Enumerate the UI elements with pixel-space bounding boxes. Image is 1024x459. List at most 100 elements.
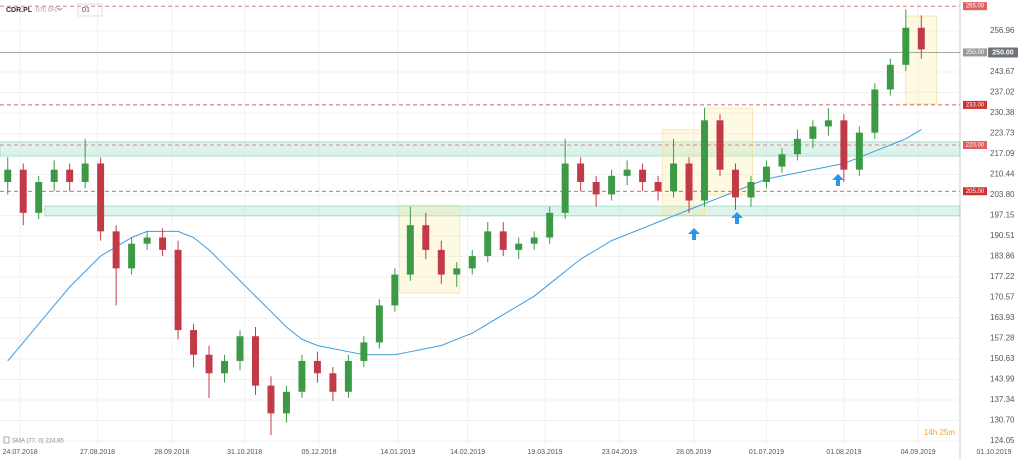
x-tick-label: 23.04.2019	[602, 449, 637, 456]
candle-body	[902, 27, 910, 65]
support-zone	[44, 205, 961, 217]
candle-body	[313, 360, 321, 374]
countdown: 14h 25m	[924, 428, 955, 437]
x-tick-label: 19.03.2019	[528, 449, 563, 456]
y-tick-label: 124.05	[990, 436, 1015, 445]
y-tick-label: 157.28	[990, 334, 1015, 343]
y-tick-label: 150.63	[990, 354, 1015, 363]
candle-body	[205, 354, 213, 374]
price-tag	[988, 47, 1018, 58]
x-tick-label: 04.09.2019	[901, 449, 936, 456]
candle-body	[375, 305, 383, 343]
x-tick-label: 05.12.2018	[301, 449, 336, 456]
candle-body	[530, 237, 538, 244]
candle-body	[871, 89, 879, 133]
x-tick-label: 31.10.2018	[227, 449, 262, 456]
candle-body	[97, 163, 105, 232]
candle-body	[623, 169, 631, 176]
highlight-box	[662, 129, 705, 216]
y-tick-label: 137.34	[990, 395, 1015, 404]
level-label: 250.00	[966, 50, 985, 56]
candle-body	[422, 225, 430, 250]
candle-body	[282, 391, 290, 414]
candle-body	[453, 268, 461, 275]
source: DTC CFD	[36, 7, 58, 13]
arrow	[688, 228, 700, 240]
candle-body	[670, 163, 678, 192]
candle-body	[391, 274, 399, 306]
candle-body	[716, 120, 724, 170]
y-tick-label: 163.93	[990, 313, 1015, 322]
candle-body	[809, 126, 817, 139]
candle-body	[592, 182, 600, 195]
candle-body	[732, 169, 739, 198]
candle-body	[344, 360, 352, 392]
candle-body	[639, 169, 647, 183]
level-label: 265.00	[966, 4, 985, 10]
candle-body	[35, 182, 43, 213]
y-tick-label: 190.51	[990, 231, 1015, 240]
interval-box[interactable]	[77, 3, 103, 17]
y-tick-label: 256.96	[990, 26, 1015, 35]
x-tick-label: 01.10.2019	[977, 449, 1012, 456]
arrows	[688, 174, 844, 240]
candle-body	[360, 342, 368, 361]
candle-body	[437, 249, 445, 275]
highlight-box	[704, 107, 753, 196]
level-tag	[963, 48, 987, 57]
level-tag	[963, 100, 987, 109]
candle-body	[546, 212, 554, 238]
candle-body	[561, 163, 569, 213]
arrow	[731, 212, 743, 224]
candle-body	[267, 385, 275, 414]
candle-body	[499, 231, 507, 250]
x-tick-label: 28.09.2018	[154, 449, 189, 456]
x-tick-label: 24.07.2018	[3, 449, 38, 456]
y-tick-label: 230.38	[990, 108, 1015, 117]
x-tick-label: 01.07.2019	[749, 449, 784, 456]
indicator-icon	[3, 436, 10, 444]
candle-body	[221, 360, 228, 374]
level-tag	[963, 140, 987, 149]
candle-body	[886, 64, 894, 90]
candle-body	[4, 169, 12, 183]
current-price: 250.00	[992, 49, 1014, 56]
y-tick-label: 203.80	[990, 190, 1015, 199]
candle-body	[236, 336, 244, 361]
dropdown-icon	[57, 7, 63, 11]
symbol[interactable]: CDR.PL	[6, 7, 33, 14]
candle-body	[654, 182, 662, 192]
candle-body	[190, 330, 198, 355]
interval[interactable]: D1	[82, 8, 90, 14]
candle-body	[778, 154, 786, 167]
candle-body	[515, 243, 523, 250]
indicator-label: SMA (77, 0) 224.95	[12, 439, 64, 445]
x-tick-label: 01.08.2019	[826, 449, 861, 456]
candle-body	[793, 138, 801, 155]
y-tick-label: 130.70	[990, 416, 1015, 425]
x-tick-label: 27.08.2018	[80, 449, 115, 456]
candle-body	[81, 163, 89, 183]
support-zone	[0, 141, 961, 157]
y-tick-label: 170.57	[990, 293, 1015, 302]
candle-body	[468, 256, 476, 269]
candle-body	[50, 169, 58, 183]
candle-body	[66, 169, 74, 183]
candle-body	[917, 27, 925, 50]
level-label: 233.00	[966, 102, 985, 108]
y-tick-label: 143.99	[990, 375, 1015, 384]
level-label: 205.00	[966, 189, 985, 195]
x-tick-label: 28.05.2019	[676, 449, 711, 456]
candle-body	[252, 336, 259, 386]
x-tick-label: 14.01.2019	[380, 449, 415, 456]
candle-body	[762, 166, 770, 183]
y-tick-label: 197.15	[990, 211, 1015, 220]
candle-body	[298, 360, 306, 392]
y-tick-label: 183.86	[990, 252, 1015, 261]
candle-body	[701, 120, 708, 201]
x-tick-label: 14.02.2019	[450, 449, 485, 456]
candle-body	[143, 237, 151, 244]
candle-body	[406, 225, 414, 275]
